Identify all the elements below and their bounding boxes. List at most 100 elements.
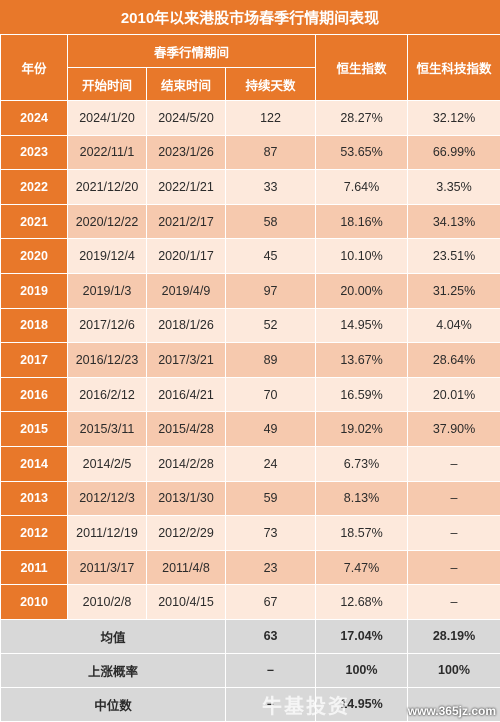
hsi-return-cell: 28.27%: [316, 101, 408, 136]
hsi-return-cell: 7.47%: [316, 550, 408, 585]
year-cell: 2020: [1, 239, 68, 274]
end-date-cell: 2021/2/17: [147, 204, 226, 239]
summary-hstech: 28.19%: [408, 619, 500, 653]
hstech-return-cell: –: [408, 481, 500, 516]
header-period-group: 春季行情期间: [68, 35, 316, 68]
duration-days-cell: 23: [226, 550, 316, 585]
start-date-cell: 2011/12/19: [68, 516, 147, 551]
start-date-cell: 2011/3/17: [68, 550, 147, 585]
year-cell: 2023: [1, 135, 68, 170]
year-cell: 2013: [1, 481, 68, 516]
summary-label: 均值: [1, 619, 226, 653]
header-hsi: 恒生指数: [316, 35, 408, 101]
year-cell: 2016: [1, 377, 68, 412]
start-date-cell: 2016/12/23: [68, 343, 147, 378]
hstech-return-cell: 3.35%: [408, 170, 500, 205]
summary-row: 上涨概率–100%100%: [1, 653, 500, 687]
duration-days-cell: 87: [226, 135, 316, 170]
end-date-cell: 2014/2/28: [147, 446, 226, 481]
hstech-return-cell: 34.13%: [408, 204, 500, 239]
hstech-return-cell: 23.51%: [408, 239, 500, 274]
summary-label: 上涨概率: [1, 653, 226, 687]
summary-label: 中位数: [1, 687, 226, 721]
start-date-cell: 2020/12/22: [68, 204, 147, 239]
duration-days-cell: 67: [226, 585, 316, 620]
hstech-return-cell: –: [408, 446, 500, 481]
end-date-cell: 2015/4/28: [147, 412, 226, 447]
start-date-cell: 2010/2/8: [68, 585, 147, 620]
year-cell: 2011: [1, 550, 68, 585]
duration-days-cell: 49: [226, 412, 316, 447]
start-date-cell: 2019/1/3: [68, 273, 147, 308]
end-date-cell: 2010/4/15: [147, 585, 226, 620]
hsi-return-cell: 6.73%: [316, 446, 408, 481]
start-date-cell: 2021/12/20: [68, 170, 147, 205]
summary-hsi: 100%: [316, 653, 408, 687]
duration-days-cell: 97: [226, 273, 316, 308]
summary-hsi: 17.04%: [316, 619, 408, 653]
hstech-return-cell: 31.25%: [408, 273, 500, 308]
hstech-return-cell: –: [408, 550, 500, 585]
year-cell: 2021: [1, 204, 68, 239]
year-cell: 2022: [1, 170, 68, 205]
duration-days-cell: 59: [226, 481, 316, 516]
duration-days-cell: 24: [226, 446, 316, 481]
start-date-cell: 2019/12/4: [68, 239, 147, 274]
start-date-cell: 2015/3/11: [68, 412, 147, 447]
end-date-cell: 2020/1/17: [147, 239, 226, 274]
end-date-cell: 2018/1/26: [147, 308, 226, 343]
table-title: 2010年以来港股市场春季行情期间表现: [0, 0, 500, 35]
hsi-return-cell: 20.00%: [316, 273, 408, 308]
hsi-return-cell: 13.67%: [316, 343, 408, 378]
start-date-cell: 2014/2/5: [68, 446, 147, 481]
header-start: 开始时间: [68, 68, 147, 101]
hstech-return-cell: –: [408, 585, 500, 620]
hstech-return-cell: 28.64%: [408, 343, 500, 378]
watermark-brand: 牛基投资: [262, 690, 350, 719]
end-date-cell: 2024/5/20: [147, 101, 226, 136]
hstech-return-cell: –: [408, 516, 500, 551]
year-cell: 2012: [1, 516, 68, 551]
start-date-cell: 2017/12/6: [68, 308, 147, 343]
summary-hstech: 100%: [408, 653, 500, 687]
header-end: 结束时间: [147, 68, 226, 101]
start-date-cell: 2012/12/3: [68, 481, 147, 516]
year-cell: 2010: [1, 585, 68, 620]
hsi-return-cell: 14.95%: [316, 308, 408, 343]
duration-days-cell: 52: [226, 308, 316, 343]
year-cell: 2017: [1, 343, 68, 378]
end-date-cell: 2016/4/21: [147, 377, 226, 412]
summary-days: –: [226, 653, 316, 687]
end-date-cell: 2013/1/30: [147, 481, 226, 516]
hstech-return-cell: 66.99%: [408, 135, 500, 170]
hsi-return-cell: 8.13%: [316, 481, 408, 516]
year-cell: 2024: [1, 101, 68, 136]
header-days: 持续天数: [226, 68, 316, 101]
year-cell: 2018: [1, 308, 68, 343]
header-year: 年份: [1, 35, 68, 101]
year-cell: 2014: [1, 446, 68, 481]
watermark-url: www.365jz.com: [408, 704, 496, 718]
header-hstech: 恒生科技指数: [408, 35, 500, 101]
duration-days-cell: 89: [226, 343, 316, 378]
duration-days-cell: 33: [226, 170, 316, 205]
year-cell: 2019: [1, 273, 68, 308]
start-date-cell: 2016/2/12: [68, 377, 147, 412]
duration-days-cell: 70: [226, 377, 316, 412]
start-date-cell: 2024/1/20: [68, 101, 147, 136]
duration-days-cell: 45: [226, 239, 316, 274]
summary-days: 63: [226, 619, 316, 653]
